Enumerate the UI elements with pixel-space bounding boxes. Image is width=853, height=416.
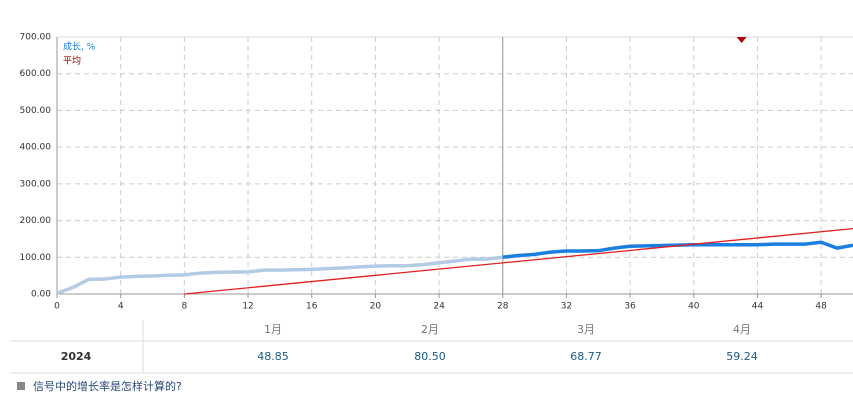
line bbox=[56, 255, 503, 295]
column-header: 4月 bbox=[733, 323, 751, 336]
x-tick-label: 28 bbox=[497, 302, 509, 312]
column-header: 3月 bbox=[577, 323, 595, 336]
y-tick-label: 600.00 bbox=[20, 69, 52, 79]
row-header: 2024 bbox=[61, 350, 92, 363]
cell: 59.24 bbox=[726, 350, 758, 363]
x-tick-label: 32 bbox=[561, 302, 572, 312]
x-tick-label: 12 bbox=[242, 302, 253, 312]
cell: 68.77 bbox=[570, 350, 602, 363]
plot: 0.00 100.00 200.00 300.00 400.00 500.00 600.00… bbox=[20, 33, 853, 312]
column-header: 1月 bbox=[264, 323, 282, 336]
y-tick-label: 400.00 bbox=[20, 143, 52, 153]
y-tick-label: 200.00 bbox=[20, 216, 52, 226]
point-marker bbox=[736, 37, 747, 43]
cell: 48.85 bbox=[257, 350, 289, 363]
line bbox=[184, 228, 853, 295]
legend-item: 平均 bbox=[63, 55, 81, 67]
y-tick-label: 700.00 bbox=[20, 33, 52, 43]
x-tick-label: 4 bbox=[118, 302, 124, 312]
y-tick-label: 300.00 bbox=[20, 179, 52, 189]
x-tick-label: 8 bbox=[181, 302, 187, 312]
x-tick-label: 24 bbox=[433, 302, 445, 312]
column-header: 2月 bbox=[421, 323, 439, 336]
x-tick-label: 20 bbox=[370, 302, 382, 312]
x-tick-label: 48 bbox=[815, 302, 827, 312]
x-tick-label: 40 bbox=[688, 302, 700, 312]
help-link[interactable]: 信号中的增长率是怎样计算的? bbox=[33, 379, 182, 393]
y-tick-label: 100.00 bbox=[20, 253, 52, 263]
legend-item: 成长, % bbox=[63, 41, 96, 53]
x-tick-label: 44 bbox=[752, 302, 764, 312]
table: 1月 2月 3月 4月 2024 48.85 80.50 68.77 59.24 bbox=[61, 323, 758, 363]
cell: 80.50 bbox=[414, 350, 446, 363]
x-tick-label: 0 bbox=[54, 302, 60, 312]
x-tick-label: 16 bbox=[306, 302, 318, 312]
y-tick-label: 0.00 bbox=[31, 290, 51, 300]
link-icon bbox=[17, 382, 25, 390]
x-tick-label: 36 bbox=[624, 302, 636, 312]
y-tick-label: 500.00 bbox=[20, 106, 52, 116]
